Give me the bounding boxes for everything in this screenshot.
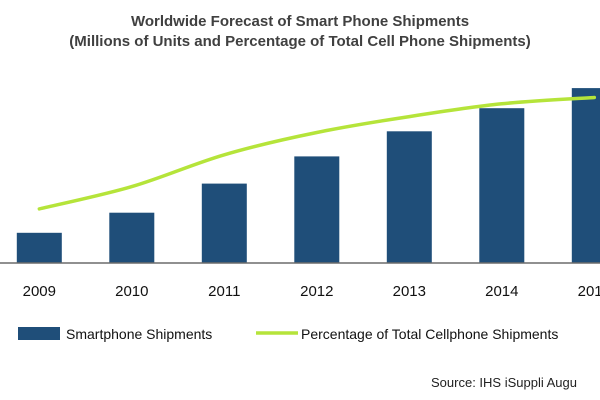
bar-2012 <box>294 156 340 263</box>
bar-2011 <box>201 183 247 263</box>
chart-subtitle: (Millions of Units and Percentage of Tot… <box>69 33 531 50</box>
x-tick-2012: 2012 <box>300 283 333 300</box>
chart-title: Worldwide Forecast of Smart Phone Shipme… <box>130 13 470 30</box>
legend-swatch-smartphone-shipments <box>18 327 60 340</box>
chart-title-block: Worldwide Forecast of Smart Phone Shipme… <box>0 12 600 52</box>
x-tick-2011: 2011 <box>208 283 240 300</box>
bar-2015 <box>571 88 600 263</box>
bar-2010 <box>109 212 155 263</box>
x-tick-labels: 2009 2010 2011 2012 2013 2014 2015 <box>23 283 600 300</box>
x-tick-2009: 2009 <box>23 283 56 300</box>
x-tick-2010: 2010 <box>115 283 148 300</box>
x-tick-2015: 2015 <box>578 283 600 300</box>
bar-2013 <box>386 131 432 263</box>
source-note: Source: IHS iSuppli Augu <box>431 375 577 390</box>
legend-label-percentage: Percentage of Total Cellphone Shipments <box>301 326 558 342</box>
series-line-percentage <box>37 95 597 211</box>
legend: Smartphone Shipments Percentage of Total… <box>18 326 558 342</box>
bar-2014 <box>479 108 525 263</box>
bars-layer <box>16 88 600 263</box>
legend-label-smartphone-shipments: Smartphone Shipments <box>66 326 212 342</box>
bar-2009 <box>16 232 62 263</box>
x-tick-2014: 2014 <box>485 283 518 300</box>
x-tick-2013: 2013 <box>393 283 426 300</box>
